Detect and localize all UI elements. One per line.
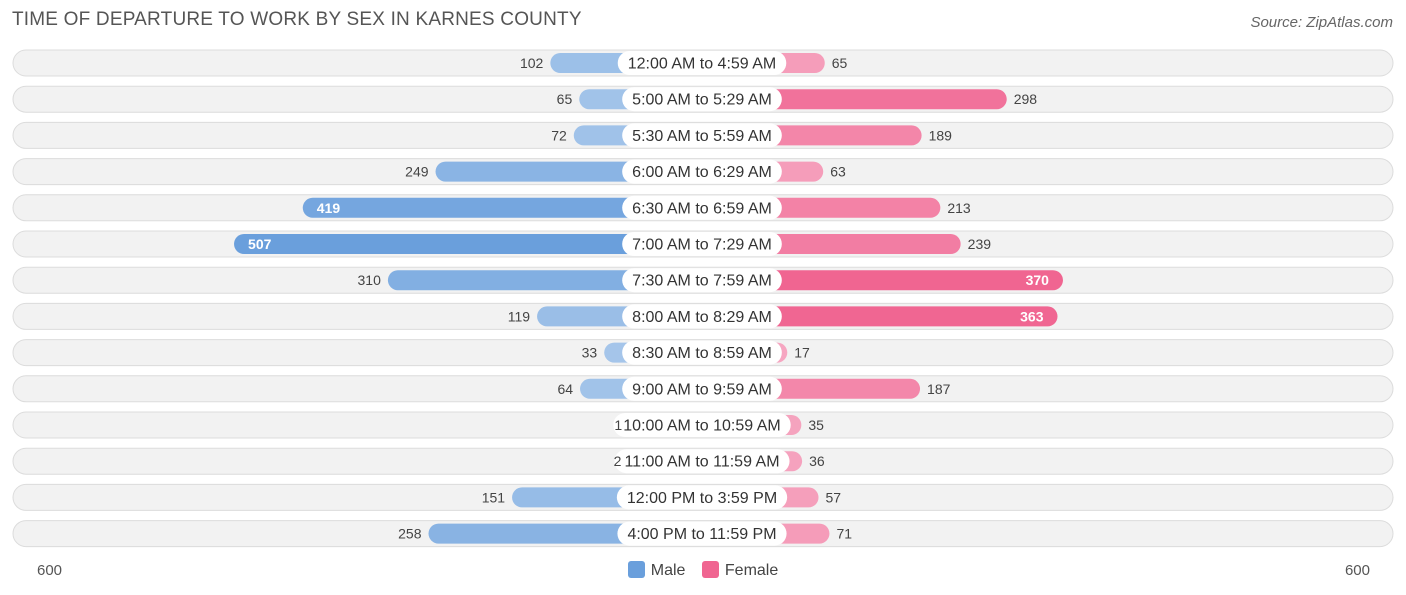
category-label-box xyxy=(622,340,782,365)
value-label-male: 151 xyxy=(482,489,506,505)
category-label: 10:00 AM to 10:59 AM xyxy=(623,418,780,435)
value-label-female: 298 xyxy=(1014,91,1038,107)
legend-swatch-female xyxy=(701,561,719,578)
value-label-male: 419 xyxy=(317,200,341,216)
category-label: 9:00 AM to 9:59 AM xyxy=(632,381,772,398)
category-label-box xyxy=(617,51,787,75)
bar-female xyxy=(702,306,1058,327)
value-label-female: 17 xyxy=(794,345,810,361)
category-label: 11:00 AM to 11:59 AM xyxy=(624,454,779,471)
value-label-male: 72 xyxy=(551,127,567,143)
value-label-male: 310 xyxy=(358,272,382,288)
category-label-box xyxy=(616,485,788,510)
category-label-box xyxy=(622,268,782,293)
value-label-female: 213 xyxy=(947,200,971,216)
category-label-box xyxy=(622,376,782,401)
value-label-female: 65 xyxy=(832,55,848,71)
category-label: 6:30 AM to 6:59 AM xyxy=(632,200,772,217)
category-label: 7:00 AM to 7:29 AM xyxy=(632,237,772,254)
bar-female xyxy=(702,270,1063,291)
category-label-box xyxy=(622,87,782,112)
category-label-box xyxy=(617,521,787,546)
axis-label-left: 600 xyxy=(37,562,63,579)
category-label-box xyxy=(622,195,782,220)
value-label-male: 507 xyxy=(248,236,272,252)
value-label-male: 258 xyxy=(398,526,422,542)
legend-item-female: Female xyxy=(701,561,779,580)
value-label-female: 71 xyxy=(836,526,852,542)
value-label-male: 64 xyxy=(557,381,573,397)
value-label-female: 370 xyxy=(1026,272,1050,288)
category-label: 4:00 PM to 11:59 PM xyxy=(627,526,776,543)
category-label-box xyxy=(622,304,782,329)
category-label-box xyxy=(622,232,782,256)
value-label-male: 1 xyxy=(614,417,622,433)
value-label-male: 33 xyxy=(582,345,598,361)
legend-label-male: Male xyxy=(650,562,686,579)
legend-item-male: Male xyxy=(627,561,686,580)
category-label-box xyxy=(622,123,782,148)
category-label-box xyxy=(622,159,782,184)
legend: Male Female xyxy=(0,561,1406,580)
axis-label-right: 600 xyxy=(1344,562,1370,579)
value-label-female: 239 xyxy=(968,236,992,252)
value-label-male: 119 xyxy=(508,308,531,324)
chart-area: 12:00 AM to 4:59 AM 102 65 5:00 AM to 5:29 … xyxy=(12,49,1394,548)
category-label: 8:30 AM to 8:59 AM xyxy=(632,345,772,362)
category-label-box xyxy=(613,413,791,437)
category-label: 12:00 AM to 4:59 AM xyxy=(628,56,777,73)
category-label-box xyxy=(614,449,790,474)
value-label-male: 2 xyxy=(614,453,622,469)
bar-male xyxy=(234,234,702,254)
value-label-male: 102 xyxy=(520,55,544,71)
source-attribution: Source: ZipAtlas.com xyxy=(1250,14,1393,31)
legend-label-female: Female xyxy=(724,562,779,579)
value-label-female: 63 xyxy=(830,164,846,180)
category-label: 7:30 AM to 7:59 AM xyxy=(632,273,772,290)
category-label: 8:00 AM to 8:29 AM xyxy=(632,309,772,326)
value-label-female: 187 xyxy=(927,381,951,397)
category-label: 12:00 PM to 3:59 PM xyxy=(627,490,777,507)
legend-swatch-male xyxy=(627,561,645,578)
category-label: 5:00 AM to 5:29 AM xyxy=(632,92,772,109)
value-label-female: 35 xyxy=(808,417,824,433)
category-label: 5:30 AM to 5:59 AM xyxy=(632,128,772,145)
category-label: 6:00 AM to 6:29 AM xyxy=(632,164,772,181)
value-label-female: 57 xyxy=(826,489,842,505)
value-label-female: 363 xyxy=(1020,308,1044,324)
chart-title: TIME OF DEPARTURE TO WORK BY SEX IN KARN… xyxy=(12,9,582,30)
value-label-female: 189 xyxy=(929,127,953,143)
value-label-male: 65 xyxy=(557,91,573,107)
value-label-male: 249 xyxy=(405,164,429,180)
bar-male xyxy=(302,197,702,218)
value-label-female: 36 xyxy=(809,453,825,469)
